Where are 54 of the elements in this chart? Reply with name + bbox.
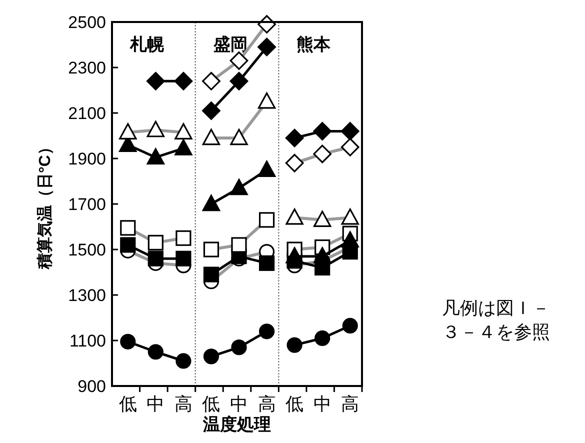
x-tick-label: 中: [313, 394, 332, 414]
ytick: 1700: [68, 195, 106, 214]
point: [286, 337, 302, 353]
point: [258, 38, 276, 56]
ytick: 1100: [69, 332, 106, 350]
x-tick-label: 高: [174, 394, 192, 414]
point: [313, 247, 332, 264]
point: [340, 122, 360, 140]
point: [176, 250, 192, 266]
point: [176, 353, 192, 369]
ytick: 2100: [68, 104, 106, 123]
point: [203, 348, 220, 364]
ytick: 1300: [68, 286, 106, 305]
point: [148, 344, 164, 360]
point: [258, 324, 275, 340]
ytick: 1900: [68, 150, 106, 168]
point: [314, 330, 330, 346]
text: 盛岡: [212, 35, 248, 54]
point: [230, 178, 248, 196]
text: 凡例は図Ｉ－３－４を参照: [442, 297, 551, 344]
point: [285, 128, 304, 148]
point: [174, 139, 192, 156]
ytick: 1500: [68, 240, 106, 260]
x-tick-label: 低: [286, 394, 304, 414]
point: [286, 247, 304, 264]
x-tick-label: 中: [146, 394, 165, 414]
point: [203, 266, 220, 282]
point: [230, 72, 248, 90]
x-tick-label: 低: [118, 394, 137, 414]
text: 熊本: [296, 35, 332, 54]
point: [120, 237, 136, 253]
point: [258, 255, 275, 271]
x-tick-label: 高: [341, 394, 360, 414]
point: [341, 231, 359, 248]
y-axis-title: 積算気温（日°C）: [36, 139, 54, 270]
ytick: 900: [78, 377, 106, 396]
x-tick-label: 低: [202, 394, 220, 414]
point: [146, 72, 165, 90]
x-tick-label: 中: [230, 394, 248, 414]
text: 札幌: [129, 35, 165, 54]
point: [148, 250, 164, 266]
point: [258, 160, 276, 177]
x-tick-label: 高: [258, 394, 276, 414]
point: [146, 148, 165, 164]
x-axis-title: 温度処理: [202, 415, 271, 434]
point: [174, 72, 193, 90]
point: [342, 318, 358, 334]
point: [202, 102, 220, 120]
ytick: 2300: [68, 58, 106, 78]
point: [202, 194, 220, 212]
point: [231, 340, 247, 356]
point: [313, 122, 332, 140]
point: [120, 334, 136, 350]
ytick: 2500: [68, 13, 106, 32]
